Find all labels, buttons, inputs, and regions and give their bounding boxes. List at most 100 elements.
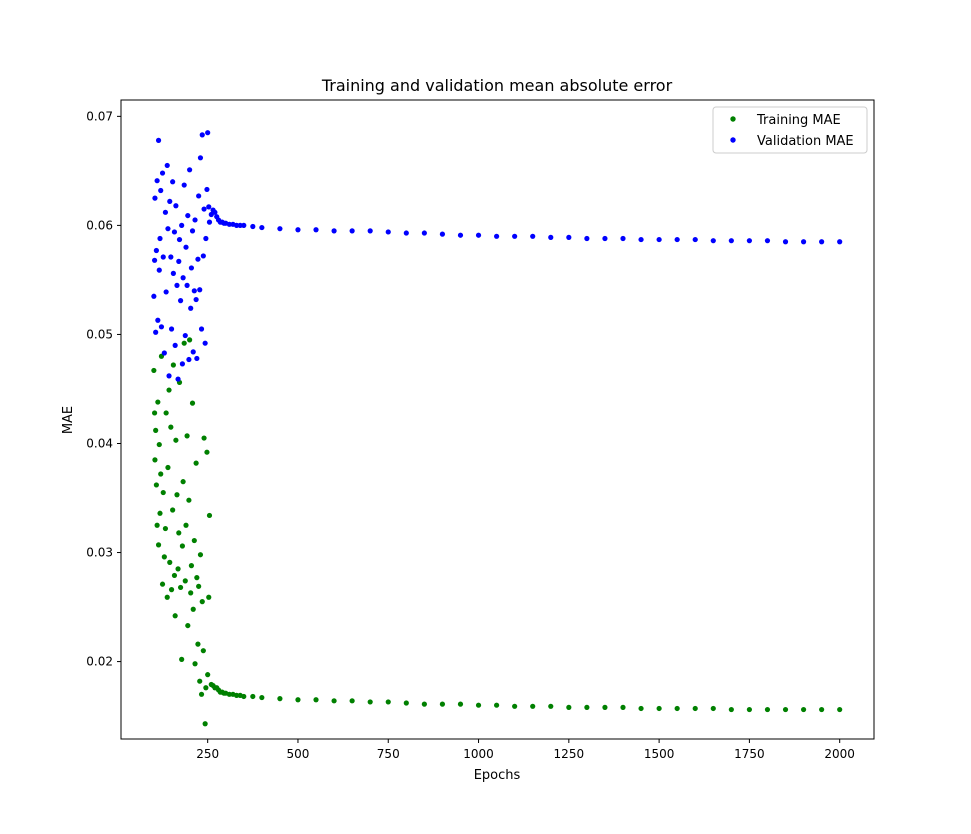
data-point [250,693,256,700]
data-point [200,648,206,654]
data-point [584,704,590,710]
x-tick-label: 1250 [554,747,585,761]
data-point [177,298,184,304]
data-point [620,235,626,242]
data-point [241,222,247,228]
legend-label-validation: Validation MAE [757,134,854,149]
data-point [548,703,554,709]
data-point [202,340,208,346]
data-point [189,228,196,234]
data-point [202,721,208,727]
data-point [197,552,204,558]
data-point [728,238,734,244]
data-point [602,235,608,242]
data-point [199,599,205,605]
legend-marker-validation [730,137,736,143]
data-point [204,186,210,193]
data-point [165,226,171,232]
data-point [158,324,165,330]
data-point [188,265,195,271]
data-point [198,326,205,332]
data-point [197,678,203,684]
data-point [151,367,157,374]
data-point [199,132,205,138]
data-point [166,373,172,379]
data-point [349,698,355,704]
data-point [158,471,164,477]
data-point [153,247,159,254]
data-point [188,590,194,596]
data-point [168,254,174,260]
data-point [191,288,197,294]
data-point [331,698,337,704]
data-point [197,287,203,293]
data-point [197,155,204,161]
data-point [179,222,185,228]
data-point [170,179,176,185]
data-point [160,489,166,496]
data-point [566,704,572,710]
data-point [819,706,825,713]
data-point [181,182,187,188]
data-point [710,705,716,712]
x-axis-label: Epochs [474,768,521,783]
data-point [193,296,199,303]
data-point [196,583,202,589]
data-point [367,699,373,705]
data-point [162,525,169,532]
y-tick-label: 0.03 [86,546,113,560]
legend-marker-training [730,116,736,122]
data-point [475,232,482,238]
data-point [295,227,301,233]
y-tick-label: 0.02 [86,655,113,669]
data-point [782,706,789,713]
data-point [154,178,160,184]
data-point [159,170,166,176]
data-point [190,349,196,355]
legend-label-training: Training MAE [756,113,841,128]
x-tick-label: 750 [377,747,400,761]
data-point [186,356,192,363]
data-point [157,510,163,516]
data-point [233,692,240,698]
data-point [764,706,771,713]
data-point [153,329,159,335]
data-point [179,656,185,663]
data-point [206,204,212,210]
data-point [190,606,196,612]
data-point [155,137,162,143]
data-point [530,233,536,239]
x-tick-label: 2000 [824,747,855,761]
data-point [174,282,180,288]
data-point [159,581,166,587]
data-point [203,235,209,242]
data-point [800,239,807,245]
data-point [692,705,698,712]
data-point [173,203,179,209]
data-point [385,229,391,235]
data-point [191,537,197,544]
y-tick-label: 0.07 [86,109,113,123]
chart-title: Training and validation mean absolute er… [321,76,673,95]
data-point [313,227,319,233]
data-point [180,275,186,281]
data-point [188,305,194,311]
data-point [206,512,213,519]
data-point [183,244,189,250]
data-point [194,355,200,362]
data-point [174,492,180,498]
data-point [512,703,518,709]
data-point [764,238,771,244]
data-point [164,594,170,600]
data-point [187,337,193,343]
data-point [201,206,207,212]
data-point [185,212,191,219]
data-point [494,702,500,708]
data-point [584,235,590,242]
data-point [170,362,176,368]
data-point [156,267,162,273]
series-validation [151,130,843,382]
data-point [151,257,158,263]
